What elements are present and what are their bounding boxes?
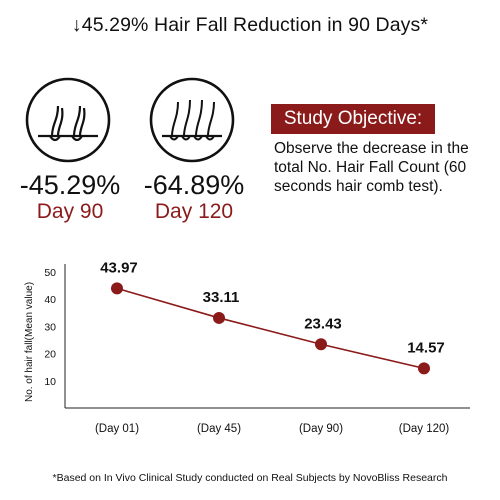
objective-text: Observe the decrease in the total No. Ha… (274, 140, 469, 195)
stat-label-day-120: Day 120 (154, 200, 234, 223)
x-tick-label: (Day 01) (95, 423, 139, 435)
data-point (418, 362, 430, 375)
data-label: 14.57 (407, 339, 445, 356)
headline: ↓45.29% Hair Fall Reduction in 90 Days* (71, 14, 429, 36)
data-point (315, 338, 327, 351)
y-tick-label: 50 (44, 267, 56, 279)
series-line (116, 287, 425, 370)
x-tick-label: (Day 90) (299, 423, 343, 435)
y-tick-label: 40 (44, 294, 56, 306)
data-label: 23.43 (304, 315, 342, 332)
y-axis-label: No. of hair fall(Mean value) (24, 282, 35, 402)
stat-label-day-90: Day 90 (36, 200, 104, 223)
data-label: 33.11 (203, 289, 240, 306)
hair-fall-line-chart: 10 20 30 40 50 No. of hair fall(Mean value) 43… (24, 259, 470, 435)
y-tick-label: 30 (44, 321, 56, 333)
hair-follicle-icon (24, 76, 112, 164)
footnote: *Based on In Vivo Clinical Study conduct… (52, 472, 448, 484)
stat-value-day-90: -45.29% (19, 170, 121, 200)
x-tick-label: (Day 120) (399, 423, 450, 435)
data-point (213, 311, 225, 324)
objective-title: Study Objective: (271, 104, 435, 134)
hair-strands-icon (148, 76, 236, 164)
y-tick-label: 10 (44, 376, 56, 388)
stat-value-day-120: -64.89% (143, 170, 245, 200)
data-point (111, 282, 123, 295)
y-tick-label: 20 (44, 349, 56, 361)
x-tick-label: (Day 45) (197, 423, 241, 435)
data-label: 43.97 (100, 259, 138, 276)
